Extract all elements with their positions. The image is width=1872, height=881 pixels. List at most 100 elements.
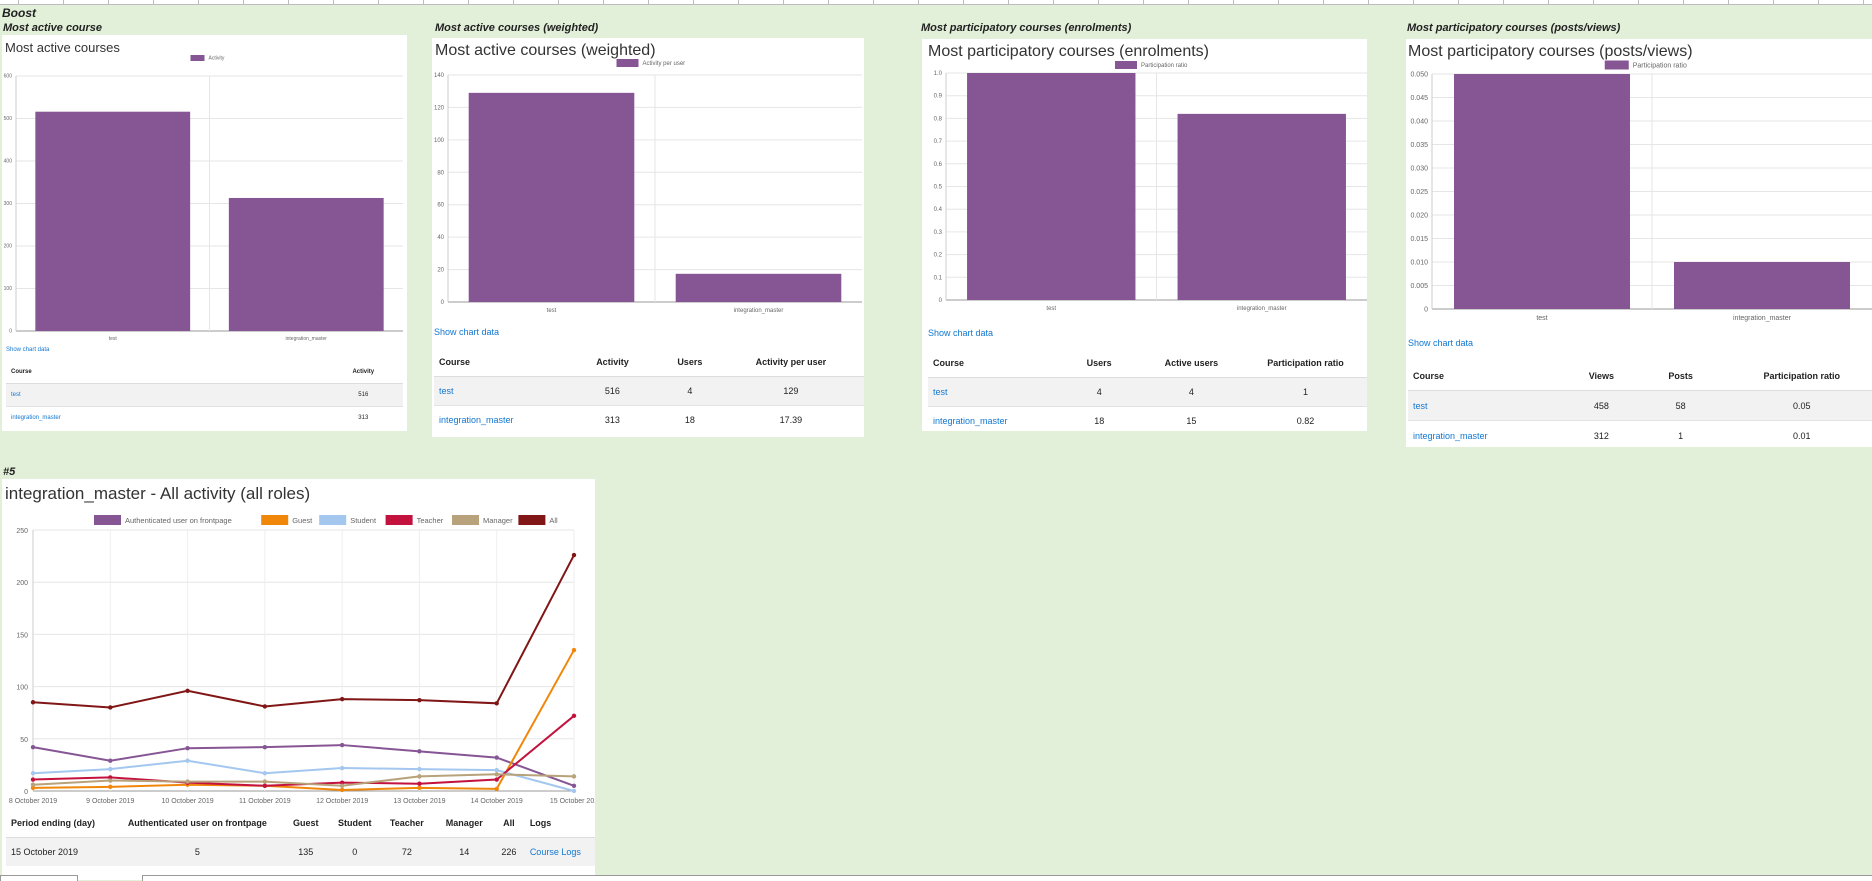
ruler-tick: [198, 0, 199, 4]
table-cell: 129: [717, 376, 864, 406]
table-row: test 516: [6, 383, 403, 407]
bar-integration_master: [1674, 262, 1850, 309]
chart-title: Most active courses: [5, 40, 120, 55]
data-point: [108, 766, 113, 772]
data-point: [108, 705, 113, 710]
chart-data-table: Period ending (day) Authenticated user on…: [6, 809, 595, 866]
y-tick-label: 250: [16, 528, 28, 535]
course-link[interactable]: integration_master: [439, 415, 514, 425]
column-header: Views: [1571, 361, 1632, 391]
course-link[interactable]: test: [11, 392, 21, 398]
show-chart-data-link[interactable]: Show chart data: [6, 347, 50, 353]
y-tick-label: 0: [441, 300, 445, 306]
data-point: [571, 713, 577, 719]
y-tick-label: 200: [16, 580, 28, 587]
y-tick-label: 400: [4, 159, 13, 165]
ruler-tick: [1368, 0, 1369, 4]
table-cell: 15: [1138, 406, 1245, 431]
column-header: Course: [928, 349, 1060, 378]
legend-swatch: [261, 515, 289, 525]
table-cell: 516: [563, 376, 662, 406]
table-cell: integration_master: [6, 406, 324, 429]
table-cell: 15 October 2019: [6, 837, 115, 866]
data-point: [571, 788, 577, 794]
ruler-tick: [378, 0, 379, 4]
y-tick-label: 100: [4, 286, 13, 292]
y-tick-label: 40: [437, 235, 444, 241]
table-cell: integration_master: [928, 406, 1060, 431]
data-point: [339, 742, 345, 748]
ruler-tick: [1233, 0, 1234, 4]
show-chart-data-link[interactable]: Show chart data: [928, 328, 994, 338]
data-point: [494, 701, 499, 706]
ruler-tick: [963, 0, 964, 4]
table-cell: 18: [661, 405, 718, 434]
data-point: [494, 755, 499, 760]
weighted-panel: Most active courses (weighted) 0 20 40 60 80…: [432, 38, 864, 437]
data-point: [30, 771, 36, 776]
sheet-title: Boost: [2, 6, 36, 20]
course-link[interactable]: integration_master: [933, 416, 1008, 426]
table-cell: test: [6, 383, 324, 407]
ruler-tick: [333, 0, 334, 4]
table-row: integration_master 313 18 17.39: [434, 405, 864, 434]
table-row: integration_master 18 15 0.82: [928, 406, 1367, 431]
y-tick-label: 200: [4, 244, 13, 250]
data-point: [571, 774, 577, 779]
ruler-tick: [828, 0, 829, 4]
course-link[interactable]: integration_master: [11, 415, 61, 421]
data-point: [30, 700, 36, 705]
ruler-tick: [1683, 0, 1684, 4]
chart-title: integration_master - All activity (all r…: [5, 484, 311, 503]
x-tick-label: test: [109, 336, 118, 342]
course-logs-link[interactable]: Course Logs: [529, 847, 581, 857]
sheet-tab[interactable]: [0, 875, 78, 881]
bar-integration_master: [1177, 113, 1346, 300]
legend-label: Participation ratio: [1633, 62, 1687, 69]
section-title-5: #5: [3, 466, 16, 478]
horizontal-scrollbar[interactable]: [142, 875, 1872, 881]
all-activity-panel: integration_master - All activity (all r…: [2, 479, 595, 880]
ruler-tick: [153, 0, 154, 4]
table-cell: 72: [378, 837, 436, 866]
table-cell: 458: [1571, 390, 1632, 421]
ruler-tick: [648, 0, 649, 4]
course-link[interactable]: test: [933, 387, 948, 397]
course-link[interactable]: test: [439, 386, 454, 396]
table-cell: test: [1408, 390, 1572, 421]
y-tick-label: 1.0: [934, 71, 943, 77]
ruler-tick: [288, 0, 289, 4]
y-tick-label: 0.4: [934, 207, 943, 213]
table-cell: 18: [1059, 406, 1139, 431]
data-point: [339, 787, 345, 793]
data-point: [262, 704, 268, 709]
course-link[interactable]: integration_master: [1413, 430, 1488, 441]
table-row: test 4 4 1: [928, 377, 1367, 407]
column-header: Authenticated user on frontpage: [114, 809, 281, 838]
table-row: test 458 58 0.05: [1408, 390, 1872, 421]
y-tick-label: 0.6: [934, 162, 943, 168]
legend-label: Authenticated user on frontpage: [125, 516, 232, 525]
course-link[interactable]: test: [1413, 400, 1428, 411]
ruler-tick: [873, 0, 874, 4]
legend-label: Guest: [292, 516, 313, 525]
section-title-enrolments: Most participatory courses (enrolments): [921, 22, 1132, 34]
x-tick-label: integration_master: [1237, 306, 1287, 312]
x-tick-label: 12 October 2019: [316, 798, 368, 805]
table-cell: 0.82: [1244, 406, 1367, 431]
chart-title: Most participatory courses (posts/views): [1408, 43, 1693, 60]
ruler-tick: [738, 0, 739, 4]
data-point: [108, 778, 113, 783]
ruler-tick: [1503, 0, 1504, 4]
table-cell: 1: [1244, 377, 1367, 407]
legend-label: Manager: [483, 516, 513, 525]
show-chart-data-link[interactable]: Show chart data: [434, 327, 500, 337]
y-tick-label: 100: [16, 685, 28, 692]
y-tick-label: 0.7: [934, 139, 943, 145]
legend-swatch: [385, 515, 413, 525]
show-chart-data-link[interactable]: Show chart data: [1408, 338, 1474, 348]
data-point: [339, 783, 345, 788]
all-activity-chart: 0 50 100 150 200 250 8 October 2019 9 October 2…: [9, 515, 595, 805]
y-tick-label: 0.040: [1410, 118, 1428, 125]
ruler-tick: [603, 0, 604, 4]
